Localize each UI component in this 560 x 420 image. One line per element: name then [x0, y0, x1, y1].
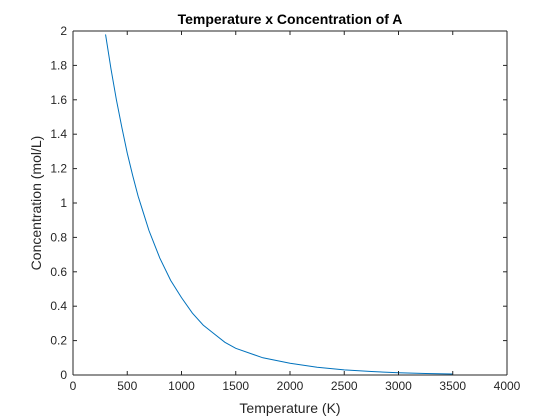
y-tick-label: 0 — [60, 368, 67, 382]
series-layer — [105, 34, 453, 375]
x-tick-label: 1000 — [168, 379, 195, 393]
x-tick-label: 4000 — [494, 379, 521, 393]
x-tick-label: 2500 — [331, 379, 358, 393]
ticks-layer: 0 500 1000 1500 2000 2500 3000 3500 4000 0 0.2 0.4 0… — [50, 24, 520, 393]
x-axis-label: Temperature (K) — [239, 400, 340, 416]
y-tick-label: 2 — [60, 24, 67, 38]
plot-area — [73, 31, 507, 375]
x-tick-label: 3500 — [439, 379, 466, 393]
chart-title: Temperature x Concentration of A — [178, 11, 403, 27]
x-tick-label: 3000 — [385, 379, 412, 393]
y-tick-label: 0.6 — [50, 265, 67, 279]
y-tick-label: 1 — [60, 196, 67, 210]
y-tick-label: 0.4 — [50, 299, 67, 313]
y-tick-label: 1.6 — [50, 93, 67, 107]
x-tick-label: 2000 — [277, 379, 304, 393]
y-tick-label: 0.2 — [50, 334, 67, 348]
x-tick-label: 1500 — [222, 379, 249, 393]
y-tick-label: 1.8 — [50, 58, 67, 72]
y-tick-label: 1.2 — [50, 162, 67, 176]
y-tick-label: 0.8 — [50, 230, 67, 244]
x-tick-label: 500 — [117, 379, 137, 393]
y-tick-label: 1.4 — [50, 127, 67, 141]
x-tick-label: 0 — [70, 379, 77, 393]
y-axis-label: Concentration (mol/L) — [28, 136, 44, 271]
concentration-series-line — [105, 34, 453, 375]
